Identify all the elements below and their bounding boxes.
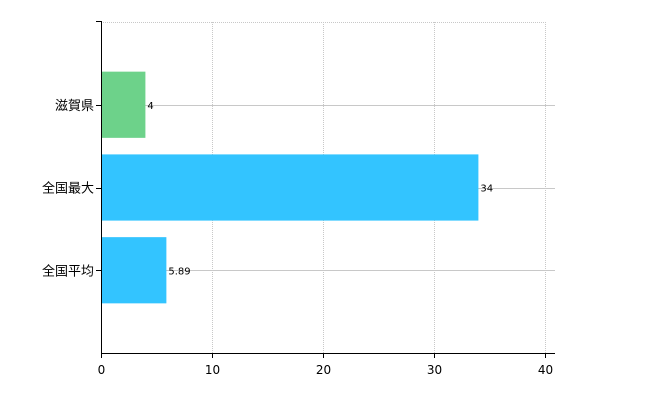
x-tick-label: 40	[538, 363, 553, 377]
category-label: 滋賀県	[55, 99, 94, 114]
x-tick-label: 30	[427, 363, 442, 377]
bars	[102, 71, 479, 304]
category-label: 全国最大	[42, 181, 94, 197]
x-tick-label: 20	[316, 363, 331, 377]
data-label: 4	[147, 101, 153, 112]
axes	[96, 21, 555, 358]
category-label: 全国平均	[42, 263, 94, 279]
data-label: 34	[480, 184, 493, 195]
labels: 4 滋賀県 34 全国最大 5.89 全国平均 0 10 20 30 40	[42, 99, 553, 377]
bar	[102, 71, 146, 138]
data-label: 5.89	[168, 266, 190, 277]
bar	[102, 237, 167, 304]
bar	[102, 154, 479, 221]
x-tick-label: 10	[205, 363, 220, 377]
x-tick-label: 0	[98, 363, 106, 377]
